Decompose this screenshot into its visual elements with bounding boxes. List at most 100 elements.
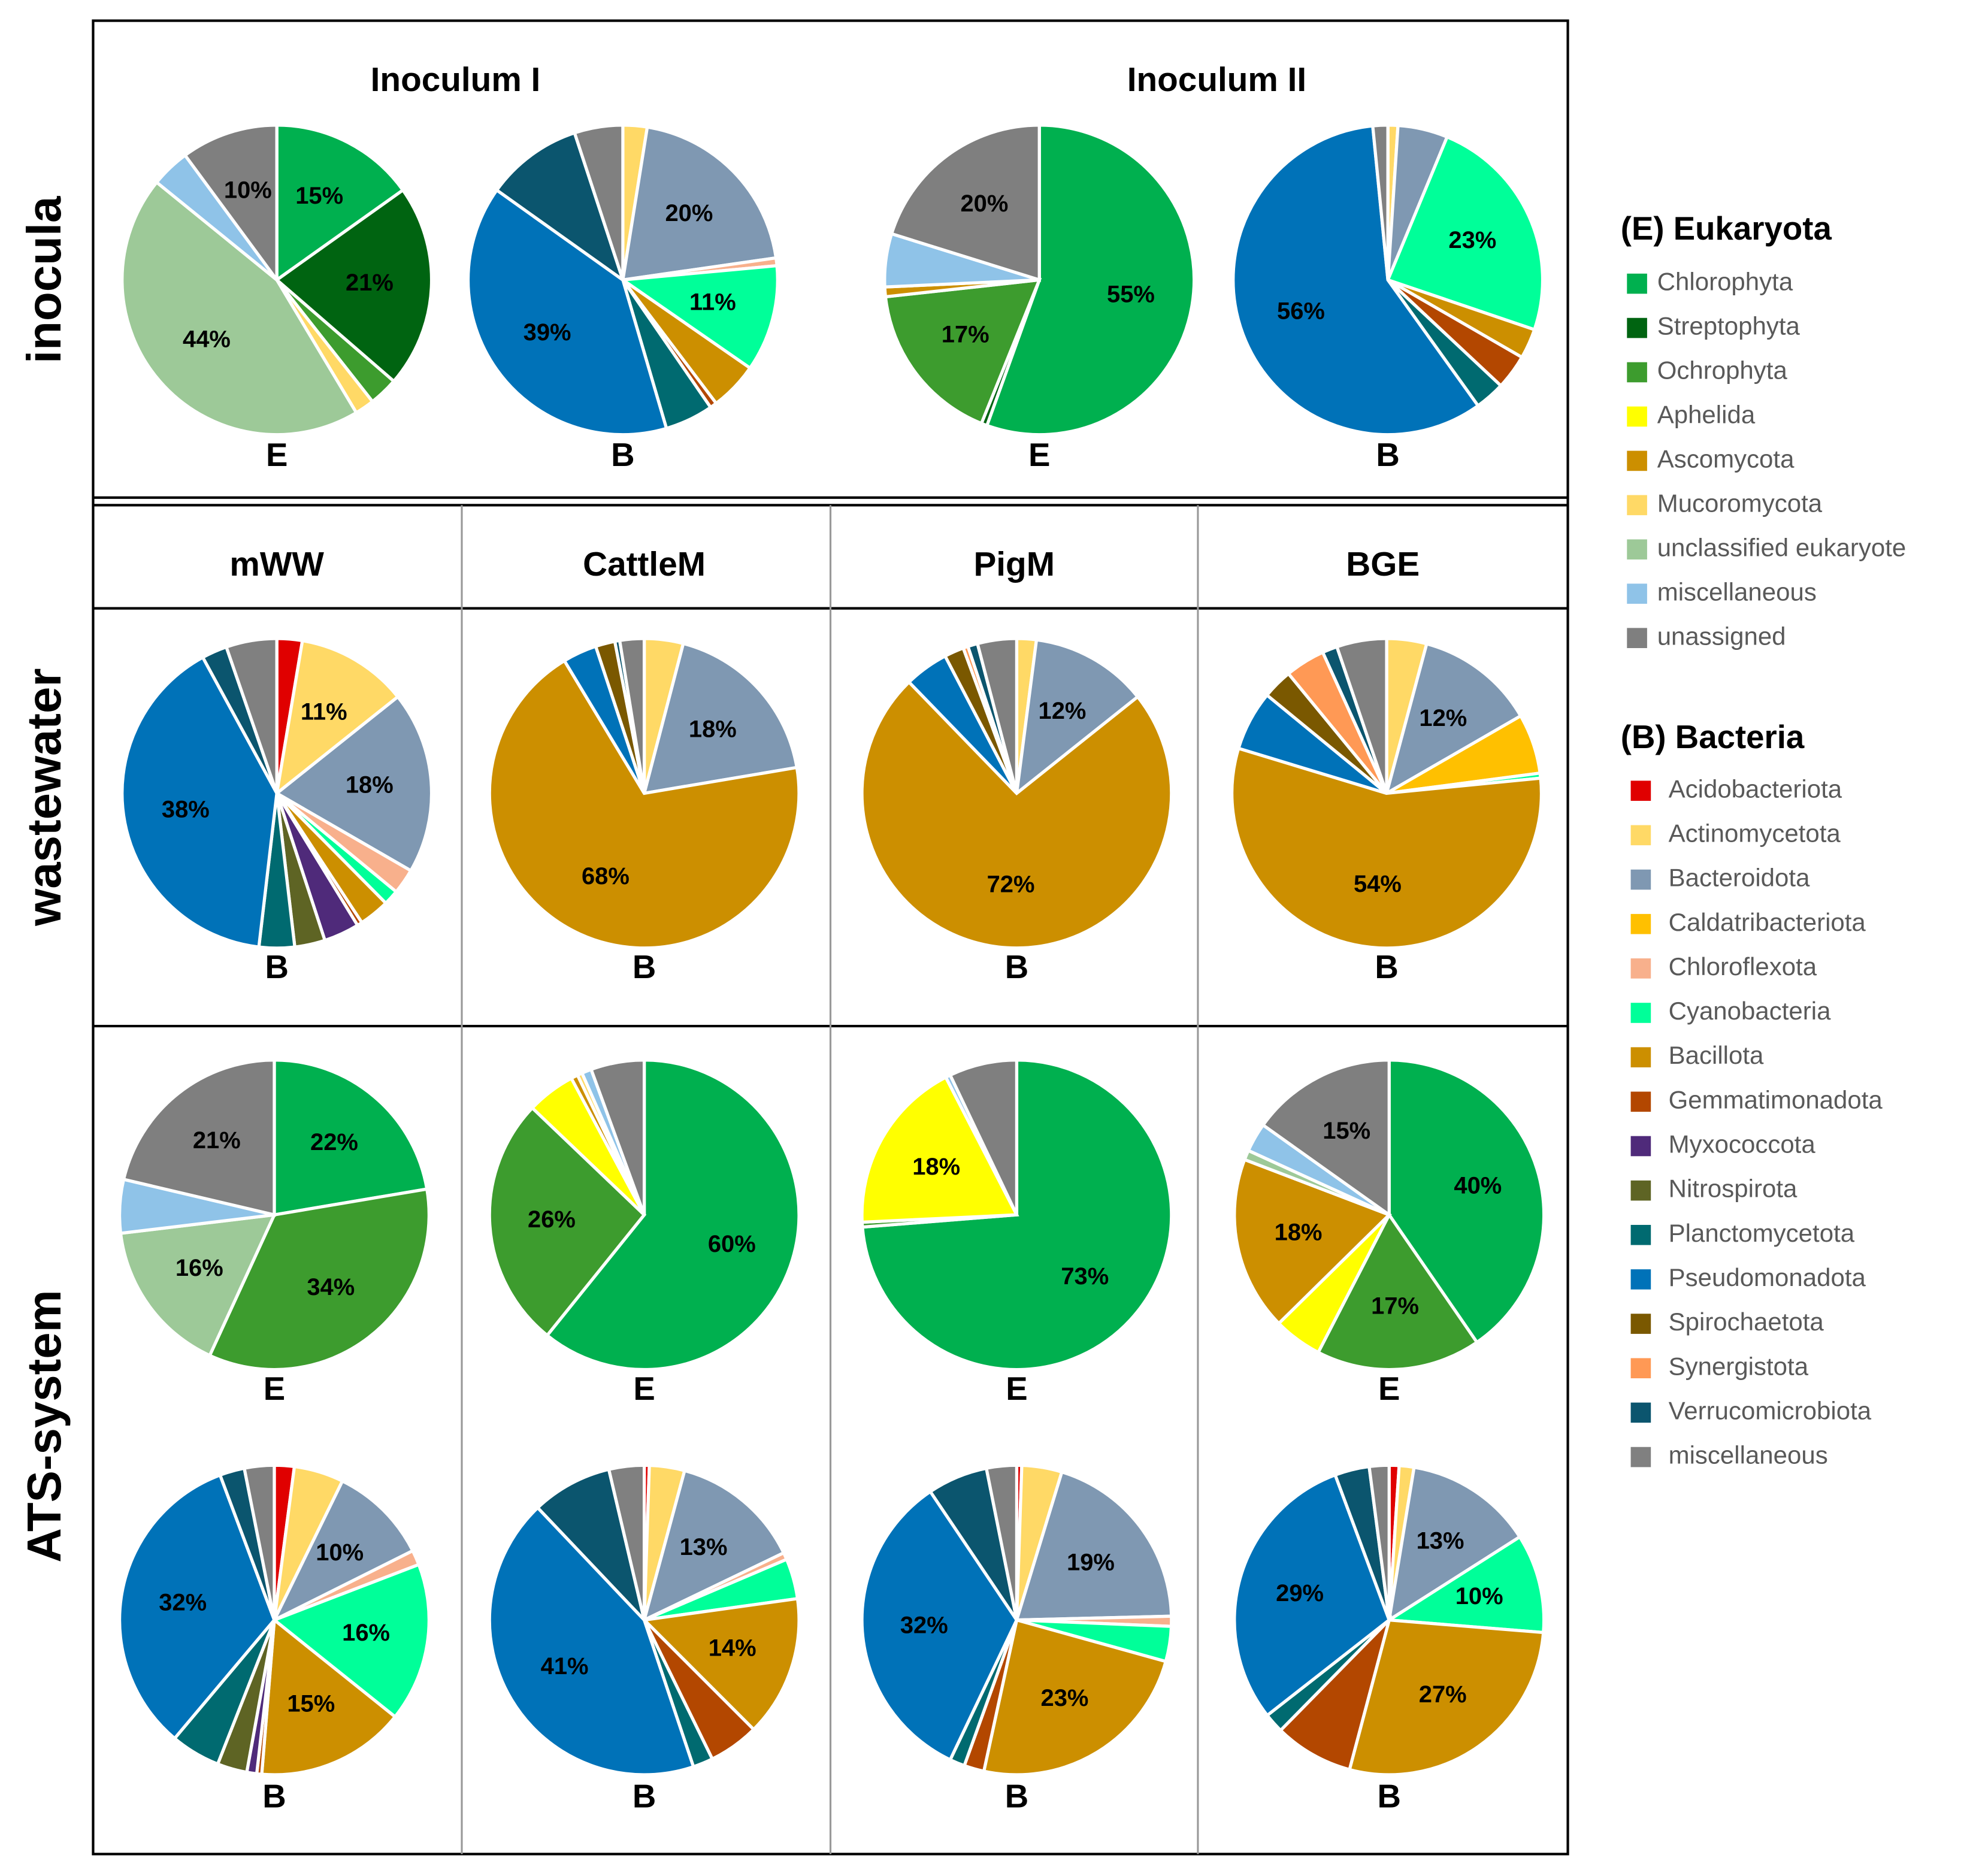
legend-title-bacteria: (B) Bacteria — [1621, 719, 1805, 755]
legend-item: unclassified eukaryote — [1627, 533, 1906, 561]
legend-item: Acidobacteriota — [1630, 774, 1842, 803]
pie-slice-bacteroidota — [274, 694, 434, 873]
pie-domain-letter: E — [1378, 1370, 1400, 1407]
legend-item: Ochrophyta — [1627, 356, 1787, 385]
legend-label: miscellaneous — [1669, 1441, 1828, 1469]
pie-slice-label: 20% — [960, 190, 1008, 217]
column-header-pigm: PigM — [973, 546, 1054, 583]
legend-label: Aphelida — [1657, 401, 1756, 429]
pie-slice-unclassified-eukaryote — [119, 1213, 277, 1358]
pie-slice-label: 29% — [1276, 1580, 1324, 1606]
pie-ww-PigM-B: 12% 72% B — [860, 637, 1173, 985]
pie-slice-ochrophyta — [883, 278, 1042, 426]
pie-slice-pseudomonadota — [1231, 124, 1481, 437]
legend-label: Mucoromycota — [1657, 489, 1823, 517]
legend-item: Bacillota — [1630, 1041, 1764, 1069]
pie-slice-bacteroidota — [1384, 642, 1523, 797]
pie-slice-label: 12% — [1419, 705, 1467, 731]
legend-label: Spirochaetota — [1669, 1308, 1824, 1336]
pie-domain-letter: B — [1005, 949, 1028, 985]
pie-slice-bacillota — [488, 658, 801, 950]
legend-item: Planctomycetota — [1630, 1219, 1855, 1247]
pie-domain-letter: B — [1376, 437, 1399, 473]
pie-slice-miscellaneous — [618, 637, 646, 794]
title-inoculum-1: Inoculum I — [371, 61, 541, 99]
pie-slice-label: 73% — [1061, 1263, 1109, 1290]
pie-slice-label: 10% — [224, 177, 272, 204]
pie-slice-label: 13% — [1417, 1528, 1464, 1554]
pie-slice-label: 23% — [1041, 1685, 1089, 1711]
pie-slice-label: 54% — [1354, 871, 1402, 897]
pie-slice-bacillota — [982, 1618, 1168, 1777]
legend-swatch — [1630, 780, 1651, 801]
pie-slice-label: 23% — [1448, 227, 1496, 253]
pie-slice-pseudomonadota — [860, 1489, 1019, 1762]
pie-slice-ochrophyta — [488, 1106, 647, 1338]
pie-slice-unclassified-eukaryote — [120, 180, 359, 437]
pie-slice-bacillota — [641, 1596, 801, 1732]
pie-slice-cyanobacteria — [1385, 135, 1545, 332]
pie-slice-label: 16% — [175, 1255, 223, 1281]
pie-slice-pseudomonadota — [117, 1473, 276, 1741]
pie-slice-chlorophyta — [1387, 1058, 1546, 1345]
legend-swatch — [1630, 958, 1651, 979]
pie-slice-label: 34% — [307, 1274, 355, 1300]
pie-ww-mWW-B: 11% 18% 38% B — [120, 637, 434, 985]
pie-ats-CattleM-B: 13% 14% 41% B — [488, 1463, 801, 1815]
legend-label: Acidobacteriota — [1669, 774, 1842, 803]
pie-inoc2-B: 23% 56% B — [1231, 123, 1545, 473]
pie-slice-label: 26% — [528, 1206, 576, 1233]
legend-swatch — [1630, 1358, 1651, 1379]
legend-title-eukaryota: (E) Eukaryota — [1621, 210, 1832, 247]
pie-inoc2-E: 55% 17% 20% E — [883, 123, 1196, 473]
pie-slice-bacillota — [260, 1617, 398, 1777]
pie-slice-label: 21% — [193, 1127, 241, 1154]
legend-label: Nitrospirota — [1669, 1175, 1798, 1203]
legend-item: Myxococcota — [1630, 1130, 1815, 1158]
legend-item: Pseudomonadota — [1630, 1263, 1866, 1291]
row-label-wastewater: wastewater — [17, 668, 71, 927]
pie-domain-letter: B — [1378, 1778, 1401, 1815]
legend-item: Caldatribacteriota — [1630, 908, 1866, 936]
pie-slice-label: 32% — [159, 1590, 207, 1616]
pie-slice-cyanobacteria — [271, 1562, 431, 1719]
legend-label: Planctomycetota — [1669, 1219, 1855, 1247]
legend-swatch — [1630, 1269, 1651, 1290]
pie-slice-actinomycetota — [274, 639, 400, 797]
pie-ww-BGE-B: 12% 54% B — [1230, 637, 1544, 985]
pie-slice-ochrophyta — [207, 1187, 431, 1372]
pie-slice-label: 17% — [942, 322, 989, 348]
column-dividers — [461, 505, 1199, 1854]
legend-label: Cyanobacteria — [1669, 997, 1831, 1025]
pie-ats-PigM-B: 19% 23% 32% B — [860, 1463, 1173, 1815]
pie-slice-unassigned — [589, 1058, 646, 1216]
pie-slice-label: 16% — [342, 1620, 390, 1646]
legend-item: Bacteroidota — [1630, 864, 1810, 892]
pie-slice-chlorophyta — [985, 123, 1196, 437]
pie-slice-miscellaneous — [224, 637, 279, 794]
column-header-mww: mWW — [229, 546, 324, 583]
pie-slice-label: 18% — [1275, 1219, 1323, 1245]
legend-swatch — [1630, 1180, 1651, 1201]
pie-slice-unassigned — [948, 1058, 1019, 1216]
pie-slice-miscellaneous — [1370, 123, 1390, 280]
pie-slice-label: 27% — [1419, 1681, 1467, 1708]
legend-item: Aphelida — [1627, 401, 1756, 429]
pie-slice-miscellaneous — [242, 1463, 276, 1621]
legend-label: miscellaneous — [1657, 577, 1817, 606]
legend-label: Gemmatimonadota — [1669, 1085, 1883, 1114]
pie-slice-verrucomicrobiota — [494, 131, 626, 285]
pie-slice-label: 22% — [310, 1129, 358, 1155]
pie-slice-chlorophyta — [275, 123, 406, 283]
legend-item: miscellaneous — [1627, 577, 1817, 606]
pie-domain-letter: B — [633, 949, 656, 985]
pie-domain-letter: E — [266, 437, 288, 473]
pie-slice-label: 12% — [1039, 698, 1087, 724]
pie-slice-label: 56% — [1277, 298, 1325, 324]
pie-slice-label: 13% — [680, 1534, 728, 1560]
legend-label: unassigned — [1657, 622, 1786, 650]
pie-slice-label: 11% — [689, 289, 736, 315]
pie-slice-ochrophyta — [1316, 1212, 1479, 1372]
legend-item: Gemmatimonadota — [1630, 1085, 1883, 1114]
